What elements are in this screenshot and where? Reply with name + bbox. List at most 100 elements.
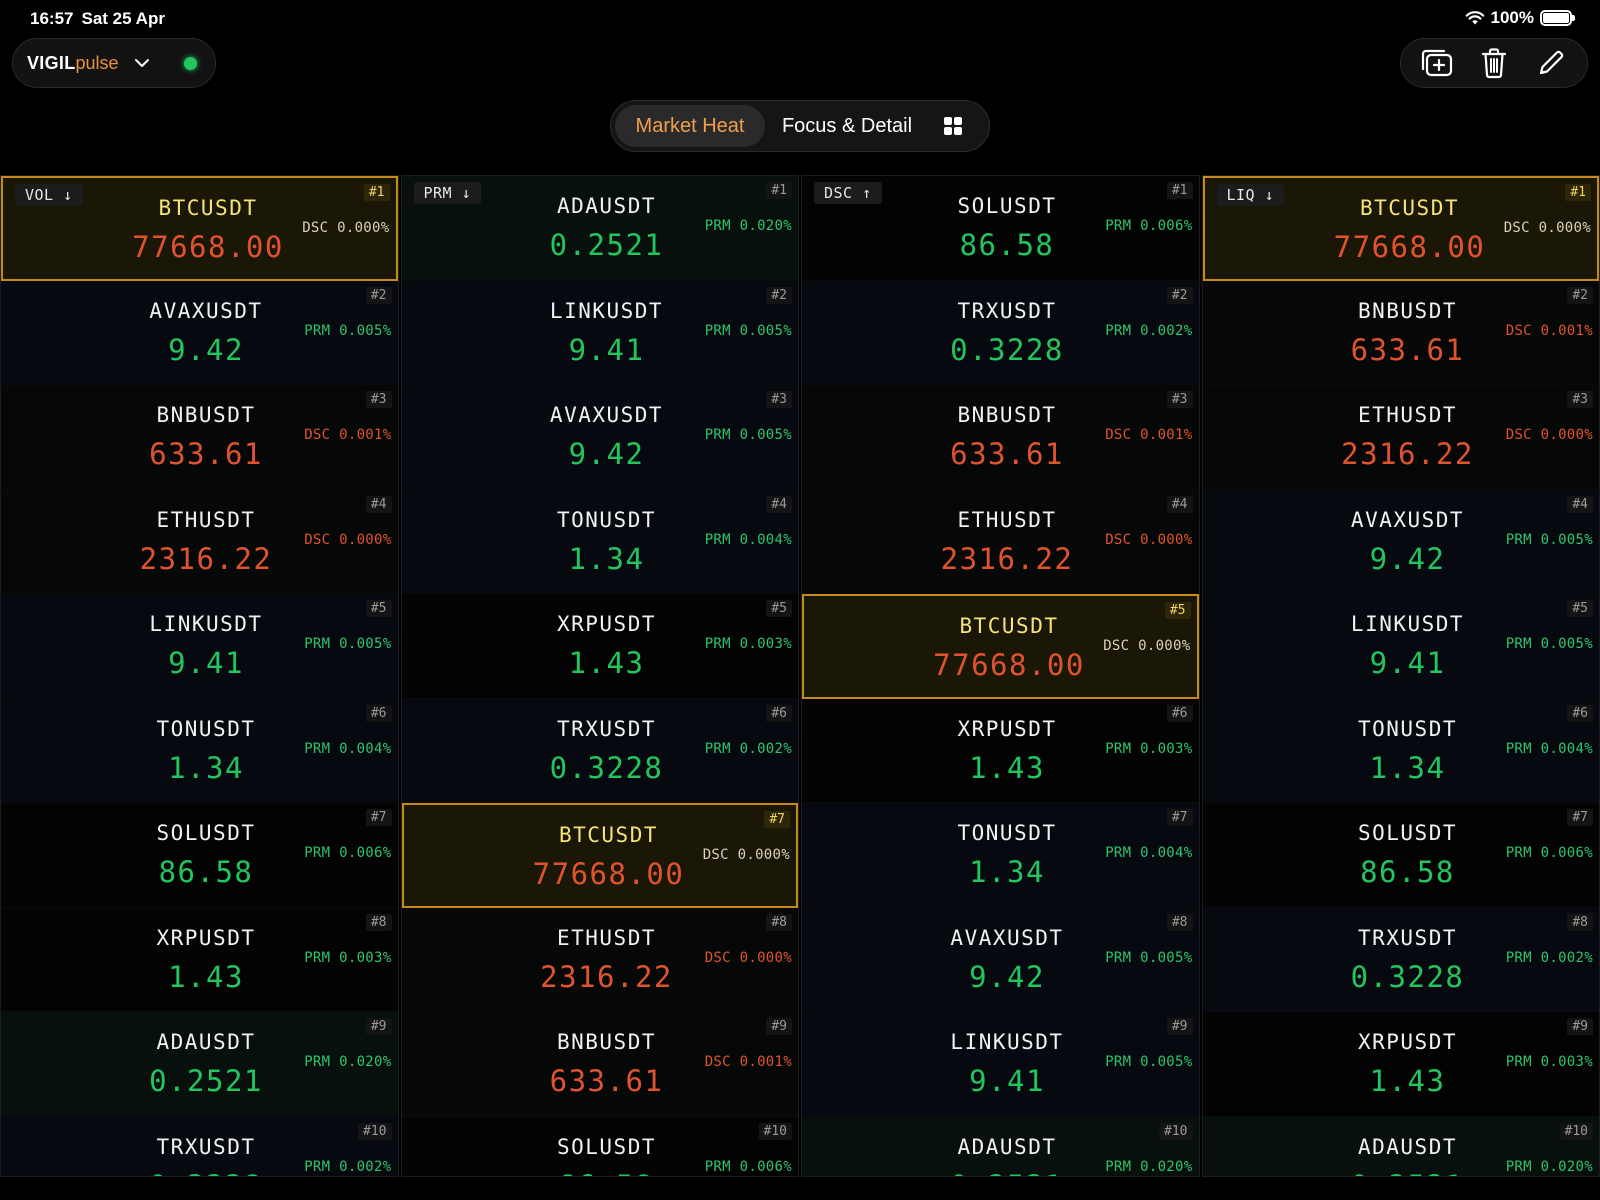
sort-button[interactable]: PRM ↓ bbox=[413, 182, 482, 204]
ticker-price: 1.43 bbox=[168, 959, 244, 994]
ticker-cell[interactable]: #7 TONUSDT 1.34 PRM 0.004% bbox=[802, 803, 1199, 908]
ticker-cell[interactable]: #9 XRPUSDT 1.43 PRM 0.003% bbox=[1202, 1012, 1599, 1117]
ticker-symbol: BNBUSDT bbox=[1357, 298, 1457, 323]
ticker-symbol: LINKUSDT bbox=[549, 298, 664, 323]
funding-metric: PRM 0.020% bbox=[1505, 1158, 1593, 1175]
ticker-cell[interactable]: #5 LINKUSDT 9.41 PRM 0.005% bbox=[1202, 594, 1599, 699]
rank-badge: #10 bbox=[1159, 1122, 1193, 1140]
ticker-symbol: AVAXUSDT bbox=[950, 925, 1064, 950]
funding-metric: PRM 0.004% bbox=[304, 740, 392, 757]
sort-button[interactable]: LIQ ↓ bbox=[1216, 184, 1285, 206]
ticker-cell[interactable]: #3 ETHUSDT 2316.22 DSC 0.000% bbox=[1202, 385, 1599, 490]
ticker-cell[interactable]: VOL ↓ #1 BTCUSDT 77668.00 DSC 0.000% bbox=[1, 176, 398, 281]
ticker-cell[interactable]: #4 ETHUSDT 2316.22 DSC 0.000% bbox=[1, 489, 398, 594]
add-window-button[interactable] bbox=[1415, 41, 1459, 85]
ticker-symbol: AVAXUSDT bbox=[1350, 507, 1465, 532]
funding-metric: DSC 0.000% bbox=[704, 949, 792, 966]
battery-icon bbox=[1540, 10, 1575, 26]
status-indicators: 100% bbox=[1465, 8, 1575, 28]
ticker-cell[interactable]: #3 AVAXUSDT 9.42 PRM 0.005% bbox=[401, 385, 798, 490]
ticker-symbol: XRPUSDT bbox=[156, 925, 256, 950]
rank-badge: #8 bbox=[766, 913, 792, 931]
funding-metric: PRM 0.005% bbox=[1105, 1054, 1193, 1070]
funding-metric: PRM 0.005% bbox=[304, 636, 392, 652]
ticker-cell[interactable]: #7 BTCUSDT 77668.00 DSC 0.000% bbox=[401, 803, 798, 908]
market-heat-board: VOL ↓ #1 BTCUSDT 77668.00 DSC 0.000% #2 AVAXUS… bbox=[0, 175, 1600, 1177]
ticker-symbol: BTCUSDT bbox=[558, 823, 658, 847]
ticker-symbol: BTCUSDT bbox=[1359, 196, 1459, 220]
ticker-cell[interactable]: #2 AVAXUSDT 9.42 PRM 0.005% bbox=[1, 280, 398, 385]
sort-button[interactable]: DSC ↑ bbox=[814, 182, 882, 204]
ticker-cell[interactable]: #4 TONUSDT 1.34 PRM 0.004% bbox=[401, 489, 798, 594]
rank-badge: #6 bbox=[365, 704, 392, 722]
rank-badge: #9 bbox=[766, 1018, 792, 1035]
rank-badge: #4 bbox=[365, 495, 392, 513]
ticker-cell[interactable]: #5 LINKUSDT 9.41 PRM 0.005% bbox=[1, 594, 398, 699]
ticker-cell[interactable]: #6 TRXUSDT 0.3228 PRM 0.002% bbox=[401, 698, 798, 803]
app-picker[interactable]: VIGIL pulse bbox=[12, 38, 216, 88]
funding-metric: PRM 0.020% bbox=[704, 218, 792, 234]
ticker-cell[interactable]: #6 TONUSDT 1.34 PRM 0.004% bbox=[1, 698, 398, 803]
ticker-symbol: LINKUSDT bbox=[950, 1030, 1064, 1054]
rank-badge: #5 bbox=[766, 600, 792, 617]
ticker-cell[interactable]: #8 ETHUSDT 2316.22 DSC 0.000% bbox=[401, 907, 798, 1012]
ticker-cell[interactable]: #9 LINKUSDT 9.41 PRM 0.005% bbox=[802, 1012, 1199, 1117]
funding-metric: PRM 0.006% bbox=[1105, 218, 1193, 234]
ticker-cell[interactable]: #5 XRPUSDT 1.43 PRM 0.003% bbox=[401, 594, 798, 699]
rank-badge: #9 bbox=[365, 1018, 392, 1035]
grid-view-button[interactable] bbox=[929, 105, 977, 147]
funding-metric: PRM 0.005% bbox=[704, 322, 792, 339]
rank-badge: #1 bbox=[1166, 182, 1193, 199]
ticker-cell[interactable]: #7 SOLUSDT 86.58 PRM 0.006% bbox=[1, 803, 398, 908]
rank-badge: #3 bbox=[1567, 391, 1593, 408]
ticker-cell[interactable]: #2 TRXUSDT 0.3228 PRM 0.002% bbox=[802, 280, 1199, 385]
ticker-cell[interactable]: #9 ADAUSDT 0.2521 PRM 0.020% bbox=[1, 1012, 398, 1117]
funding-metric: PRM 0.002% bbox=[1105, 322, 1193, 339]
ticker-cell[interactable]: #8 TRXUSDT 0.3228 PRM 0.002% bbox=[1202, 907, 1599, 1012]
ticker-price: 86.58 bbox=[959, 228, 1055, 262]
ticker-cell[interactable]: #9 BNBUSDT 633.61 DSC 0.001% bbox=[401, 1012, 798, 1117]
funding-metric: PRM 0.005% bbox=[1505, 636, 1593, 652]
ticker-cell[interactable]: #7 SOLUSDT 86.58 PRM 0.006% bbox=[1202, 803, 1599, 908]
rank-badge: #9 bbox=[1567, 1018, 1593, 1035]
funding-metric: DSC 0.000% bbox=[1505, 427, 1593, 443]
ticker-symbol: BNBUSDT bbox=[556, 1030, 656, 1054]
ticker-price: 0.2521 bbox=[149, 1064, 263, 1098]
ticker-cell[interactable]: #3 BNBUSDT 633.61 DSC 0.001% bbox=[1, 385, 398, 490]
sort-button[interactable]: VOL ↓ bbox=[15, 184, 83, 206]
ticker-cell[interactable]: #5 BTCUSDT 77668.00 DSC 0.000% bbox=[802, 594, 1199, 699]
ticker-symbol: ADAUSDT bbox=[957, 1134, 1057, 1159]
ticker-cell[interactable]: #8 AVAXUSDT 9.42 PRM 0.005% bbox=[802, 907, 1199, 1012]
tab-market-heat[interactable]: Market Heat bbox=[615, 105, 765, 147]
ticker-price: 86.58 bbox=[402, 1169, 799, 1177]
rank-badge: #10 bbox=[358, 1122, 392, 1140]
ticker-cell[interactable]: PRM ↓ #1 ADAUSDT 0.2521 PRM 0.020% bbox=[401, 176, 798, 281]
rank-badge: #3 bbox=[766, 391, 792, 408]
tab-focus-detail[interactable]: Focus & Detail bbox=[781, 114, 913, 137]
ticker-cell[interactable]: #6 XRPUSDT 1.43 PRM 0.003% bbox=[802, 698, 1199, 803]
ticker-price: 2316.22 bbox=[1341, 437, 1474, 471]
ticker-price: 9.41 bbox=[568, 332, 645, 367]
ticker-symbol: TRXUSDT bbox=[957, 298, 1057, 323]
ticker-symbol: TRXUSDT bbox=[1357, 925, 1457, 950]
edit-button[interactable] bbox=[1529, 41, 1573, 85]
ticker-cell[interactable]: #4 ETHUSDT 2316.22 DSC 0.000% bbox=[802, 489, 1199, 594]
ticker-cell[interactable]: #2 LINKUSDT 9.41 PRM 0.005% bbox=[401, 280, 798, 385]
ticker-cell[interactable]: DSC ↑ #1 SOLUSDT 86.58 PRM 0.006% bbox=[802, 176, 1199, 281]
funding-metric: DSC 0.001% bbox=[1505, 322, 1593, 339]
ticker-cell[interactable]: #6 TONUSDT 1.34 PRM 0.004% bbox=[1202, 698, 1599, 803]
ticker-price: 1.34 bbox=[969, 855, 1045, 889]
ticker-cell[interactable]: #2 BNBUSDT 633.61 DSC 0.001% bbox=[1202, 280, 1599, 385]
ticker-cell[interactable]: #8 XRPUSDT 1.43 PRM 0.003% bbox=[1, 907, 398, 1012]
ticker-cell[interactable]: LIQ ↓ #1 BTCUSDT 77668.00 DSC 0.000% bbox=[1202, 176, 1599, 281]
delete-button[interactable] bbox=[1472, 41, 1516, 85]
ticker-price: 1.43 bbox=[568, 646, 645, 680]
ticker-cell[interactable]: #3 BNBUSDT 633.61 DSC 0.001% bbox=[802, 385, 1199, 490]
ticker-cell[interactable]: #4 AVAXUSDT 9.42 PRM 0.005% bbox=[1202, 489, 1599, 594]
funding-metric: PRM 0.006% bbox=[304, 845, 392, 861]
ticker-symbol: TONUSDT bbox=[957, 821, 1057, 845]
